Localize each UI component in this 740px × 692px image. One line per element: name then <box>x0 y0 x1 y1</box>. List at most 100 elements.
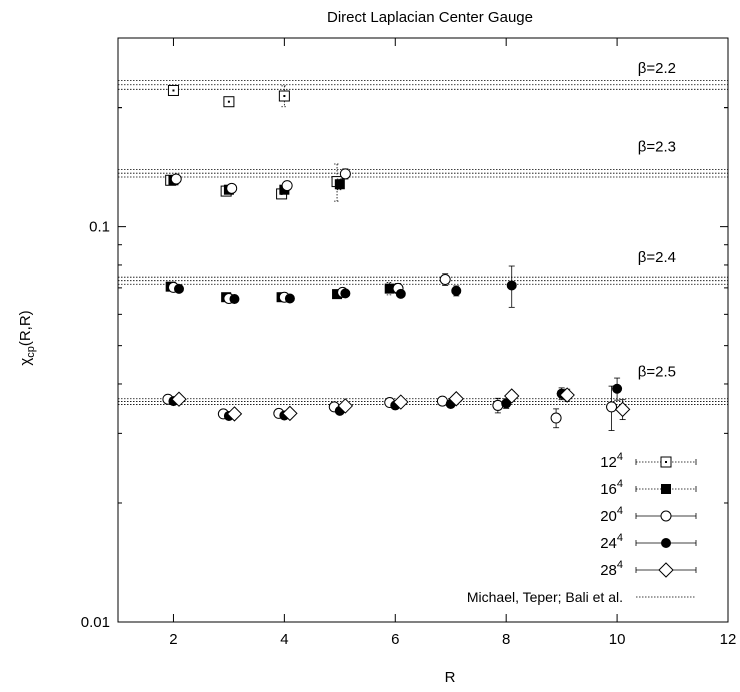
y-axis-label-sub: cp <box>25 346 37 358</box>
marker-open-circle <box>439 274 451 286</box>
legend-label: 204 <box>600 505 623 525</box>
marker-open-diamond <box>171 391 187 407</box>
marker-filled-square <box>384 283 395 294</box>
marker-open-diamond <box>282 405 298 422</box>
point-3-13 <box>501 398 512 409</box>
marker-filled-circle <box>506 280 517 291</box>
point-4-4 <box>393 394 409 410</box>
marker-filled-circle <box>340 288 351 299</box>
marker-open-square <box>223 96 235 108</box>
svg-text:χcp(R,R): χcp(R,R) <box>17 310 37 365</box>
point-0-1 <box>223 96 235 108</box>
legend-marker-open-circle <box>660 510 672 522</box>
marker-filled-circle <box>395 288 406 299</box>
chart-title: Direct Laplacian Center Gauge <box>327 9 533 26</box>
x-tick-label: 6 <box>391 631 399 648</box>
point-4-1 <box>226 406 243 422</box>
y-tick-label: 0.01 <box>81 614 110 631</box>
point-2-3 <box>339 168 351 180</box>
point-4-5 <box>448 391 464 407</box>
point-3-2 <box>284 293 295 304</box>
legend-entry-2: 204 <box>600 505 697 525</box>
marker-open-diamond <box>614 401 631 418</box>
legend-marker-open-diamond <box>658 562 674 578</box>
marker-filled-circle <box>229 294 240 305</box>
beta-labels: β=2.2 β=2.3 β=2.4 β=2.5 <box>638 60 676 381</box>
point-3-4 <box>395 288 406 299</box>
point-2-2 <box>281 180 293 192</box>
beta-label-0: β=2.2 <box>638 60 676 77</box>
legend-entry-0: 124 <box>600 451 697 471</box>
marker-filled-circle <box>612 383 623 394</box>
point-2-0 <box>170 173 182 185</box>
marker-open-diamond <box>448 391 464 407</box>
point-3-5 <box>451 285 462 297</box>
x-tick-label: 4 <box>280 631 288 648</box>
point-1-7 <box>332 289 343 300</box>
marker-open-circle <box>226 182 238 194</box>
marker-filled-circle <box>451 285 462 296</box>
marker-open-square <box>278 90 290 102</box>
point-3-6 <box>506 265 517 308</box>
beta-label-2: β=2.4 <box>638 249 676 266</box>
marker-open-circle <box>550 412 562 424</box>
point-4-7 <box>559 387 575 403</box>
marker-filled-square <box>334 179 345 190</box>
marker-filled-square <box>332 289 343 300</box>
point-0-0 <box>167 84 179 96</box>
data-points <box>162 84 631 431</box>
point-3-15 <box>612 377 623 401</box>
marker-filled-circle <box>174 283 184 294</box>
legend-label-reference: Michael, Teper; Bali et al. <box>467 589 623 605</box>
point-2-9 <box>439 273 451 286</box>
x-tick-label: 8 <box>502 631 510 648</box>
marker-open-circle <box>606 401 618 413</box>
point-2-17 <box>550 408 562 429</box>
legend-entry-3: 244 <box>600 532 697 552</box>
point-2-18 <box>606 385 618 431</box>
y-tick-label: 0.1 <box>89 219 110 236</box>
point-3-0 <box>174 283 184 294</box>
legend-label: 284 <box>600 559 623 579</box>
legend-label: 124 <box>600 451 623 471</box>
legend-marker-filled-circle <box>661 538 671 548</box>
y-axis-label-rest: (R,R) <box>17 310 34 346</box>
marker-filled-circle <box>284 293 295 304</box>
marker-filled-circle <box>501 398 512 409</box>
point-2-16 <box>492 397 504 414</box>
marker-open-diamond <box>337 398 354 414</box>
y-axis-label-main: χ <box>17 358 34 366</box>
marker-open-square <box>167 84 179 96</box>
point-4-2 <box>282 405 298 422</box>
x-tick-label: 2 <box>169 631 177 648</box>
point-4-0 <box>171 391 187 407</box>
point-1-3 <box>334 178 345 191</box>
legend: 124 164 204 244 284 Michael, Teper; Bali et a… <box>467 451 697 605</box>
x-tick-label: 12 <box>720 631 737 648</box>
legend-entry-1: 164 <box>600 478 697 498</box>
x-axis-label: R <box>445 669 456 686</box>
y-axis-label: χcp(R,R) <box>17 310 37 365</box>
axes: 2 4 6 8 10 12 0.1 0.01 <box>81 37 737 648</box>
marker-open-diamond <box>559 387 575 403</box>
beta-label-1: β=2.3 <box>638 138 676 155</box>
point-4-3 <box>337 398 354 414</box>
reference-bands <box>118 80 728 405</box>
legend-entry-reference: Michael, Teper; Bali et al. <box>467 589 696 605</box>
legend-label: 164 <box>600 478 623 498</box>
point-4-8 <box>614 399 631 421</box>
beta-label-3: β=2.5 <box>638 363 676 380</box>
point-2-1 <box>226 182 238 194</box>
legend-marker-filled-square <box>661 484 671 494</box>
x-tick-label: 10 <box>609 631 626 648</box>
legend-label: 244 <box>600 532 623 552</box>
marker-open-circle <box>492 399 504 411</box>
point-3-1 <box>229 294 240 305</box>
marker-open-diamond <box>393 394 409 410</box>
marker-open-circle <box>339 168 351 180</box>
point-4-6 <box>504 388 520 404</box>
marker-open-circle <box>170 173 182 185</box>
marker-open-circle <box>281 180 293 192</box>
marker-open-diamond <box>226 406 243 422</box>
